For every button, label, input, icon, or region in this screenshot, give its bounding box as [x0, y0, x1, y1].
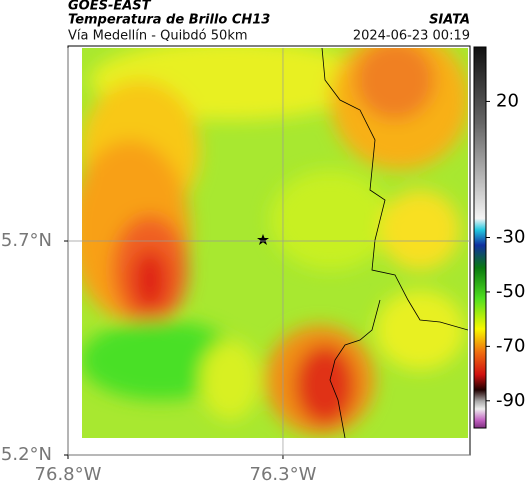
x-tick-label: 76.8°W — [35, 464, 102, 485]
timestamp: 2024-06-23 00:19 — [353, 29, 470, 44]
location-star — [257, 234, 269, 245]
source: SIATA — [429, 13, 470, 28]
colorbar-label: -90 — [496, 390, 525, 411]
title: GOES-EAST — [68, 0, 152, 14]
colorbar-label: -30 — [496, 227, 525, 248]
colorbar-label: -70 — [496, 335, 525, 356]
y-tick-label: 5.7°N — [1, 230, 52, 251]
colorbar-label: 20 — [496, 90, 519, 111]
subtitle: Temperatura de Brillo CH13 — [68, 13, 270, 28]
brightness-field — [82, 48, 468, 438]
x-tick-label: 76.3°W — [250, 464, 317, 485]
colorbar-label: -50 — [496, 281, 525, 302]
location: Vía Medellín - Quibdó 50km — [68, 29, 248, 44]
y-tick-label: 5.2°N — [1, 444, 52, 465]
colorbar — [473, 46, 487, 429]
